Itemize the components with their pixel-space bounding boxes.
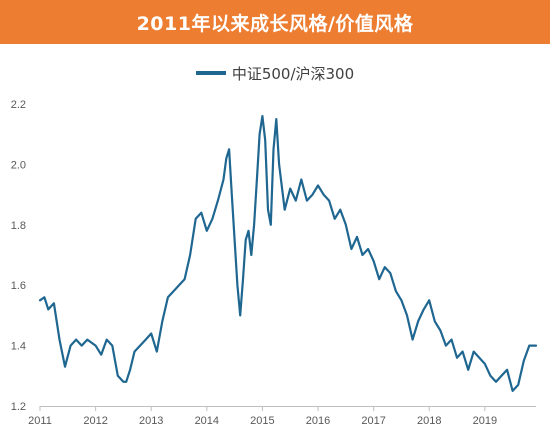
x-tick-label: 2018 — [417, 415, 441, 427]
x-tick-label: 2013 — [139, 415, 163, 427]
x-tick-label: 2014 — [195, 415, 219, 427]
legend-swatch — [195, 71, 226, 75]
y-tick-label: 1.4 — [11, 341, 26, 353]
legend: 中证500/沪深300 — [0, 60, 550, 86]
x-tick-label: 2012 — [83, 415, 107, 427]
y-tick-label: 1.2 — [11, 401, 26, 413]
title-banner: 2011年以来成长风格/价值风格 — [0, 0, 550, 44]
y-tick-label: 1.6 — [11, 280, 26, 292]
y-tick-label: 2.2 — [11, 99, 26, 111]
x-tick-label: 2015 — [250, 415, 274, 427]
x-tick-label: 2019 — [473, 415, 497, 427]
chart-title: 2011年以来成长风格/价值风格 — [136, 12, 414, 35]
series-line — [38, 114, 538, 392]
x-tick-label: 2016 — [306, 415, 330, 427]
y-tick-label: 2.0 — [11, 159, 26, 171]
y-tick-label: 1.8 — [11, 220, 26, 232]
legend-label: 中证500/沪深300 — [231, 64, 355, 83]
x-tick-label: 2011 — [28, 415, 52, 427]
x-tick-label: 2017 — [361, 415, 385, 427]
